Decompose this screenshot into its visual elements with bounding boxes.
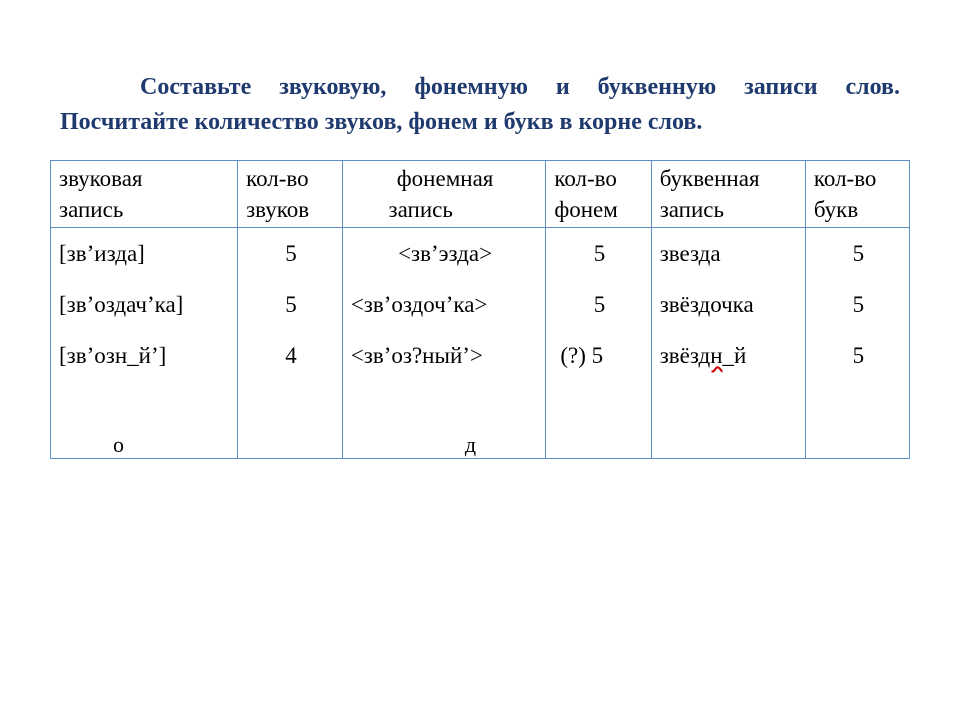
table-data-row: [зв’изда] [зв’оздач’ка] [зв’озн_й’] о 5 … [51, 227, 910, 458]
cell-letter-count: 5 5 5 [805, 227, 909, 458]
table-header-row: звуковая запись кол-во звуков фонемная з… [51, 160, 910, 227]
annot-o: о [113, 430, 124, 460]
col-phoneme-count: кол-во фонем [546, 160, 651, 227]
col-letter-count: кол-во букв [805, 160, 909, 227]
instruction-text: Составьте звуковую, фонемную и буквенную… [60, 70, 900, 140]
cell-phoneme-count: 5 5 (?) 5 [546, 227, 651, 458]
col-sound-count: кол-во звуков [238, 160, 343, 227]
phonetic-table: звуковая запись кол-во звуков фонемная з… [50, 160, 910, 459]
cell-sound: [зв’изда] [зв’оздач’ка] [зв’озн_й’] о [51, 227, 238, 458]
cell-letter: звезда звёздочка звёздн_й [651, 227, 805, 458]
col-sound: звуковая запись [51, 160, 238, 227]
annot-d: д [465, 430, 476, 460]
col-letter: буквенная запись [651, 160, 805, 227]
col-phoneme: фонемная запись [342, 160, 546, 227]
cell-phoneme: <зв’эзда> <зв’оздоч’ка> <зв’оз?ный’> д [342, 227, 546, 458]
cell-sound-count: 5 5 4 [238, 227, 343, 458]
